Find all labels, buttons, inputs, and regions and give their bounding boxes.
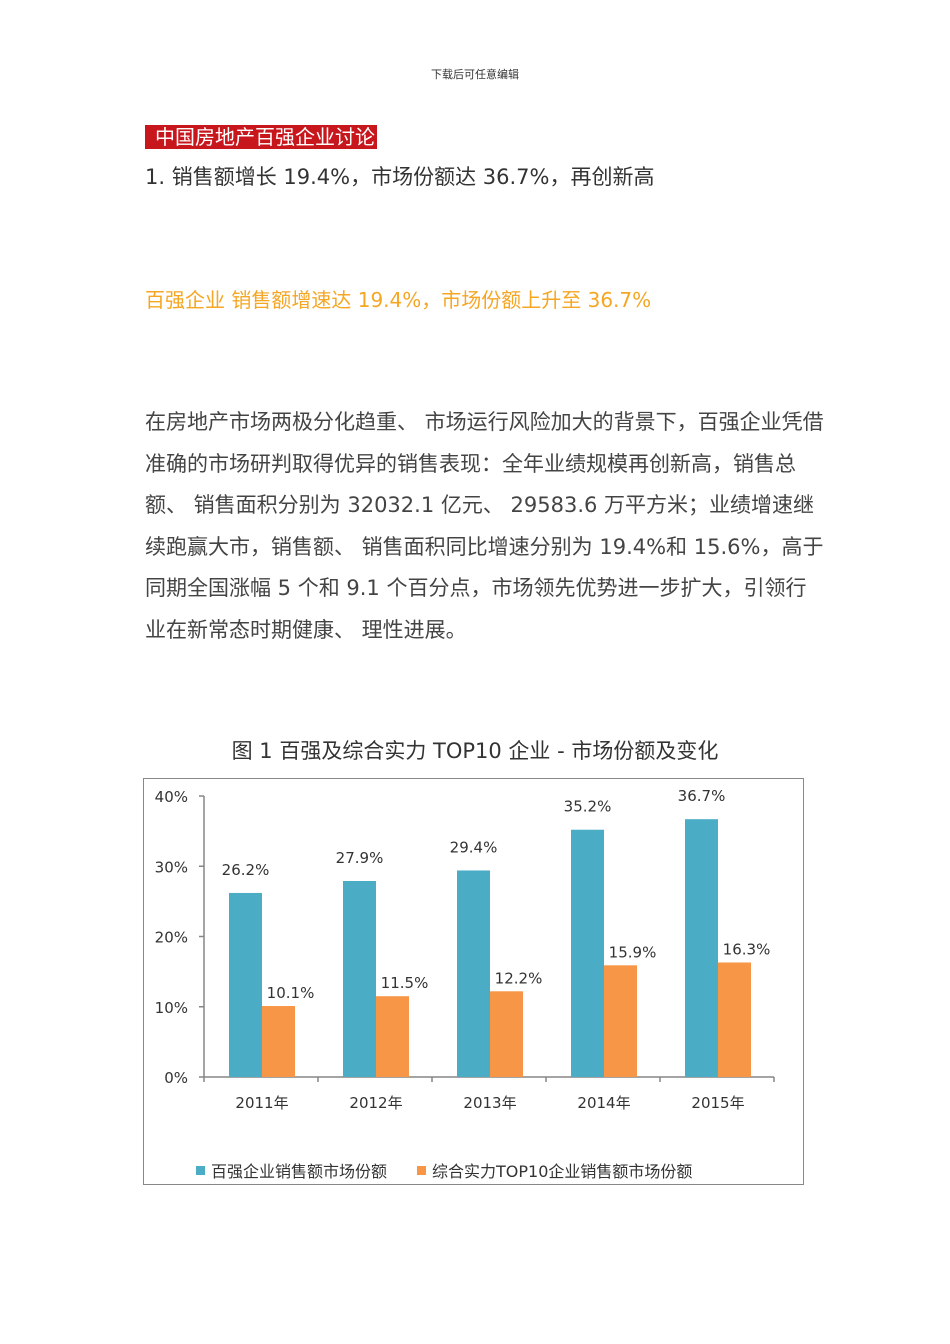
bar [376, 996, 409, 1077]
x-tick-label: 2011年 [235, 1094, 288, 1112]
body-paragraph: 在房地产市场两极分化趋重、 市场运行风险加大的背景下，百强企业凭借准确的市场研判… [145, 410, 824, 642]
legend-item-top10: 综合实力TOP10企业销售额市场份额 [417, 1158, 692, 1182]
y-tick-label: 40% [155, 788, 188, 806]
bar [229, 892, 262, 1077]
data-label: 26.2% [222, 861, 270, 879]
figure-title: 图 1 百强及综合实力 TOP10 企业 - 市场份额及变化 [231, 739, 719, 763]
bar [262, 1006, 295, 1077]
bar [718, 962, 751, 1077]
heading-1: 1. 销售额增长 19.4%，市场份额达 36.7%，再创新高 [145, 165, 655, 189]
data-label: 11.5% [381, 974, 429, 992]
data-label: 35.2% [564, 798, 612, 816]
legend-label: 百强企业销售额市场份额 [211, 1162, 388, 1181]
data-label: 36.7% [678, 787, 726, 805]
y-tick-label: 0% [164, 1069, 188, 1087]
data-label: 15.9% [609, 943, 657, 961]
bar [571, 829, 604, 1077]
x-tick-label: 2012年 [349, 1094, 402, 1112]
legend-swatch-orange [417, 1165, 427, 1175]
data-label: 27.9% [336, 849, 384, 867]
bar [604, 965, 637, 1077]
data-label: 12.2% [495, 969, 543, 987]
data-label: 29.4% [450, 838, 498, 856]
section-title: 中国房地产百强企业讨论 [145, 125, 377, 149]
y-tick-label: 30% [155, 858, 188, 876]
page-header-note: 下载后可任意编辑 [431, 68, 519, 81]
data-label: 10.1% [267, 984, 315, 1002]
bar [490, 991, 523, 1077]
data-label: 16.3% [723, 940, 771, 958]
subheading: 百强企业 销售额增速达 19.4%，市场份额上升至 36.7% [145, 288, 652, 312]
x-tick-label: 2013年 [463, 1094, 516, 1112]
bar [343, 881, 376, 1077]
y-tick-label: 10% [155, 999, 188, 1017]
legend-item-top100: 百强企业销售额市场份额 [196, 1158, 387, 1182]
y-tick-label: 20% [155, 929, 188, 947]
x-tick-label: 2015年 [691, 1094, 744, 1112]
x-tick-label: 2014年 [577, 1094, 630, 1112]
bar [685, 819, 718, 1077]
legend-swatch-blue [196, 1165, 205, 1175]
bar [457, 870, 490, 1077]
legend-label: 综合实力TOP10企业销售额市场份额 [432, 1162, 693, 1181]
chart-legend: 百强企业销售额市场份额 综合实力TOP10企业销售额市场份额 [196, 1158, 692, 1182]
